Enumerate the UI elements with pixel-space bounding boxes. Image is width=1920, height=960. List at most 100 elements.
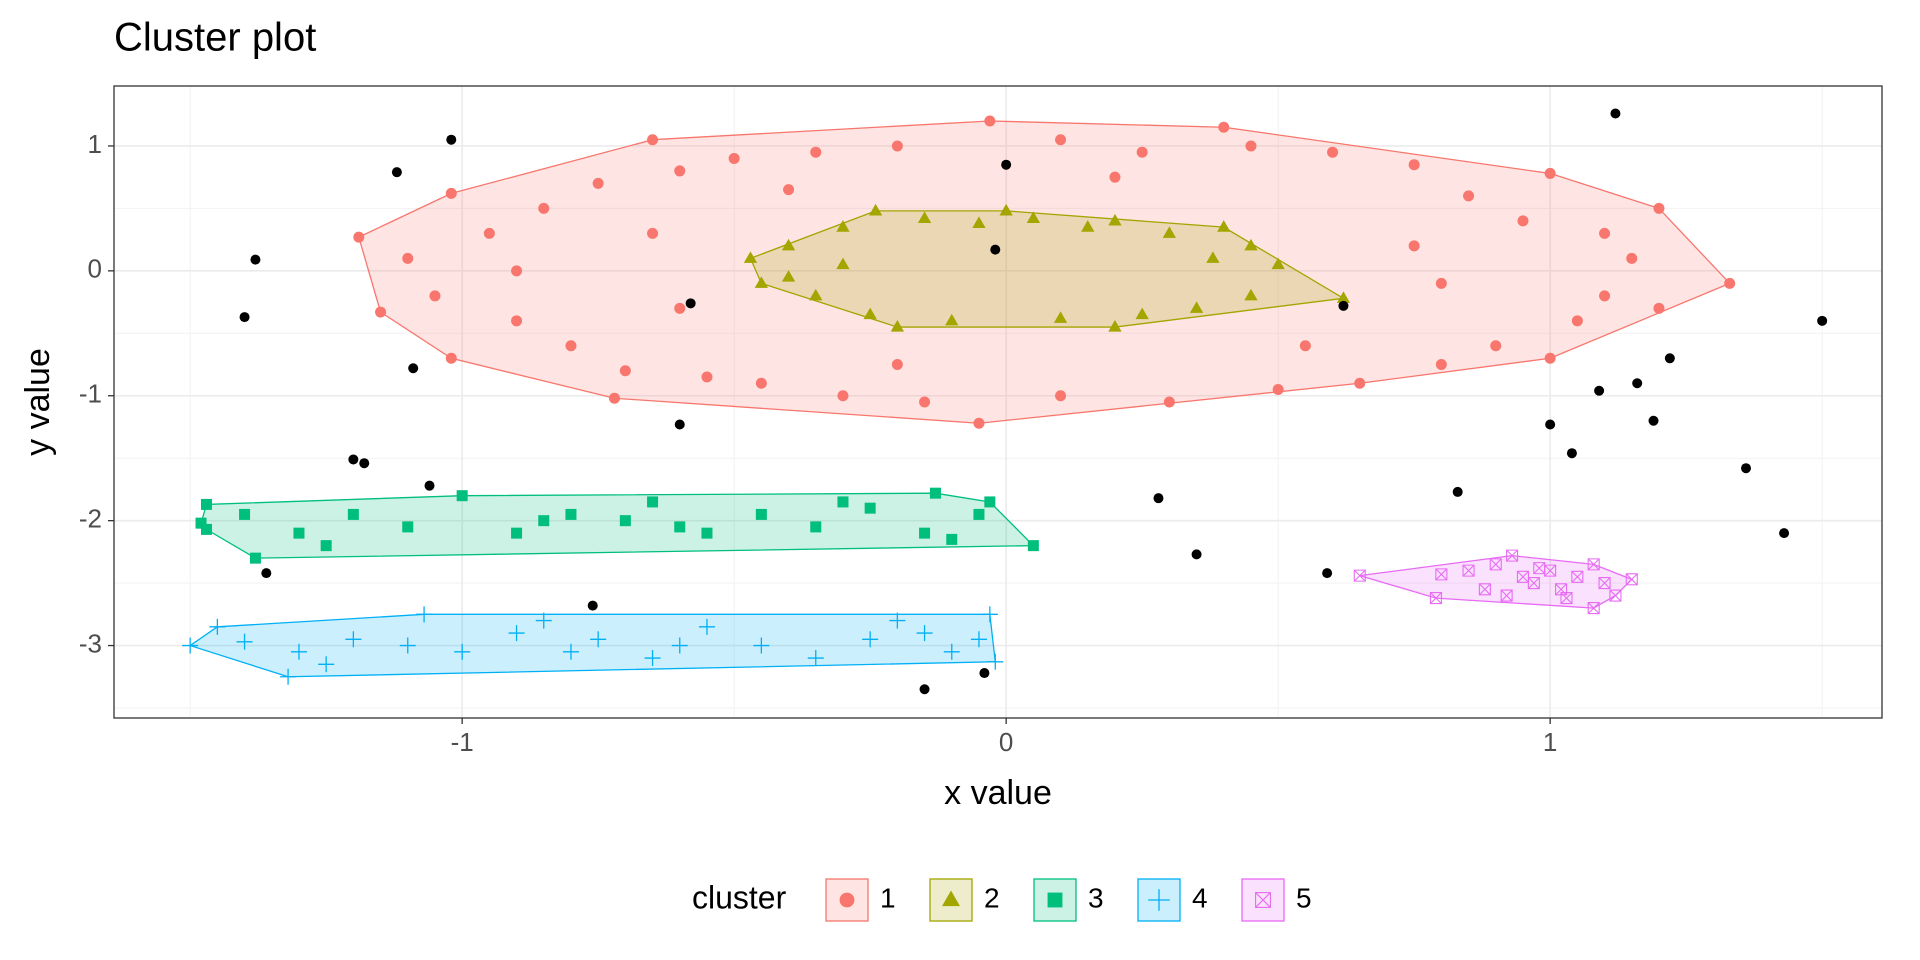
legend-label: 2 xyxy=(984,882,1000,913)
point-shape xyxy=(973,508,985,520)
point xyxy=(1136,146,1148,158)
point-shape xyxy=(945,313,959,326)
point-shape xyxy=(1255,892,1271,908)
point xyxy=(919,527,931,539)
point-shape xyxy=(239,508,251,520)
point xyxy=(891,359,903,371)
point xyxy=(590,631,607,648)
x-tick-label: 0 xyxy=(999,727,1013,757)
point-shape xyxy=(1490,340,1502,352)
point-shape xyxy=(1327,146,1339,158)
point-shape xyxy=(348,454,359,465)
point xyxy=(889,612,906,629)
point xyxy=(1664,353,1675,364)
point xyxy=(728,152,740,164)
point-shape xyxy=(209,618,226,635)
point-shape xyxy=(1001,159,1012,170)
point xyxy=(320,540,332,552)
point xyxy=(1408,240,1420,252)
point xyxy=(990,244,1001,255)
point xyxy=(1271,257,1285,270)
point xyxy=(987,653,1004,670)
point-shape xyxy=(1135,307,1149,320)
point-shape xyxy=(990,244,1001,255)
point-shape xyxy=(619,365,631,377)
point-shape xyxy=(701,527,713,539)
point xyxy=(1609,589,1622,602)
legend-label: 5 xyxy=(1296,882,1312,913)
point-shape xyxy=(416,606,433,623)
panel-border xyxy=(113,85,1883,719)
point-shape xyxy=(1653,202,1665,214)
point xyxy=(890,320,905,332)
point-shape xyxy=(1724,277,1736,289)
point-shape xyxy=(1163,396,1175,408)
point-shape xyxy=(250,254,261,265)
point xyxy=(565,508,577,520)
point xyxy=(836,257,850,270)
point-shape xyxy=(674,165,686,177)
point xyxy=(810,521,822,533)
point-shape xyxy=(1435,359,1447,371)
point xyxy=(1408,159,1420,171)
point-shape xyxy=(1626,252,1638,264)
point-shape xyxy=(592,177,604,189)
legend-label: 1 xyxy=(880,882,896,913)
point-shape xyxy=(1148,889,1170,911)
point xyxy=(1026,211,1041,223)
point-shape xyxy=(1609,589,1622,602)
point xyxy=(701,527,713,539)
point xyxy=(647,227,659,239)
point-shape xyxy=(1594,385,1605,396)
point xyxy=(293,527,305,539)
point xyxy=(1244,288,1258,301)
point-shape xyxy=(644,650,661,667)
point xyxy=(1109,171,1121,183)
point xyxy=(348,454,359,465)
point xyxy=(942,890,960,907)
point-shape xyxy=(1353,569,1366,582)
point-shape xyxy=(864,502,876,514)
point xyxy=(456,490,468,502)
point-shape xyxy=(318,656,335,673)
point xyxy=(1218,121,1230,133)
y-tick-label: -3 xyxy=(79,628,102,658)
point xyxy=(929,487,941,499)
point xyxy=(508,625,525,642)
point xyxy=(1571,570,1584,583)
y-tick-label: -2 xyxy=(79,504,102,534)
point-shape xyxy=(685,298,696,309)
point-shape xyxy=(671,637,688,654)
point xyxy=(979,668,990,679)
point xyxy=(970,631,987,648)
point-shape xyxy=(1741,463,1751,474)
point xyxy=(1560,592,1573,605)
point-shape xyxy=(647,496,659,508)
chart-title: Cluster plot xyxy=(114,16,316,60)
point xyxy=(1162,226,1177,238)
point xyxy=(1327,146,1339,158)
point xyxy=(1527,577,1540,590)
point-shape xyxy=(1625,573,1638,586)
point xyxy=(1545,419,1556,430)
point xyxy=(1322,568,1333,579)
point-shape xyxy=(916,625,933,642)
x-tick-label: -1 xyxy=(451,727,474,757)
point-shape xyxy=(929,487,941,499)
point xyxy=(511,265,523,277)
point-shape xyxy=(810,146,822,158)
point xyxy=(454,643,471,660)
point-shape xyxy=(399,637,416,654)
point xyxy=(538,202,550,214)
legend-label: 3 xyxy=(1088,882,1104,913)
point xyxy=(1244,238,1258,251)
point xyxy=(743,251,758,263)
point-shape xyxy=(293,527,305,539)
point-shape xyxy=(445,352,457,364)
point-shape xyxy=(347,508,359,520)
y-tick-label: -1 xyxy=(79,379,102,409)
point-shape xyxy=(1408,159,1420,171)
point-shape xyxy=(1544,167,1556,179)
y-tick-label: 1 xyxy=(88,129,102,159)
point-shape xyxy=(1245,140,1257,152)
